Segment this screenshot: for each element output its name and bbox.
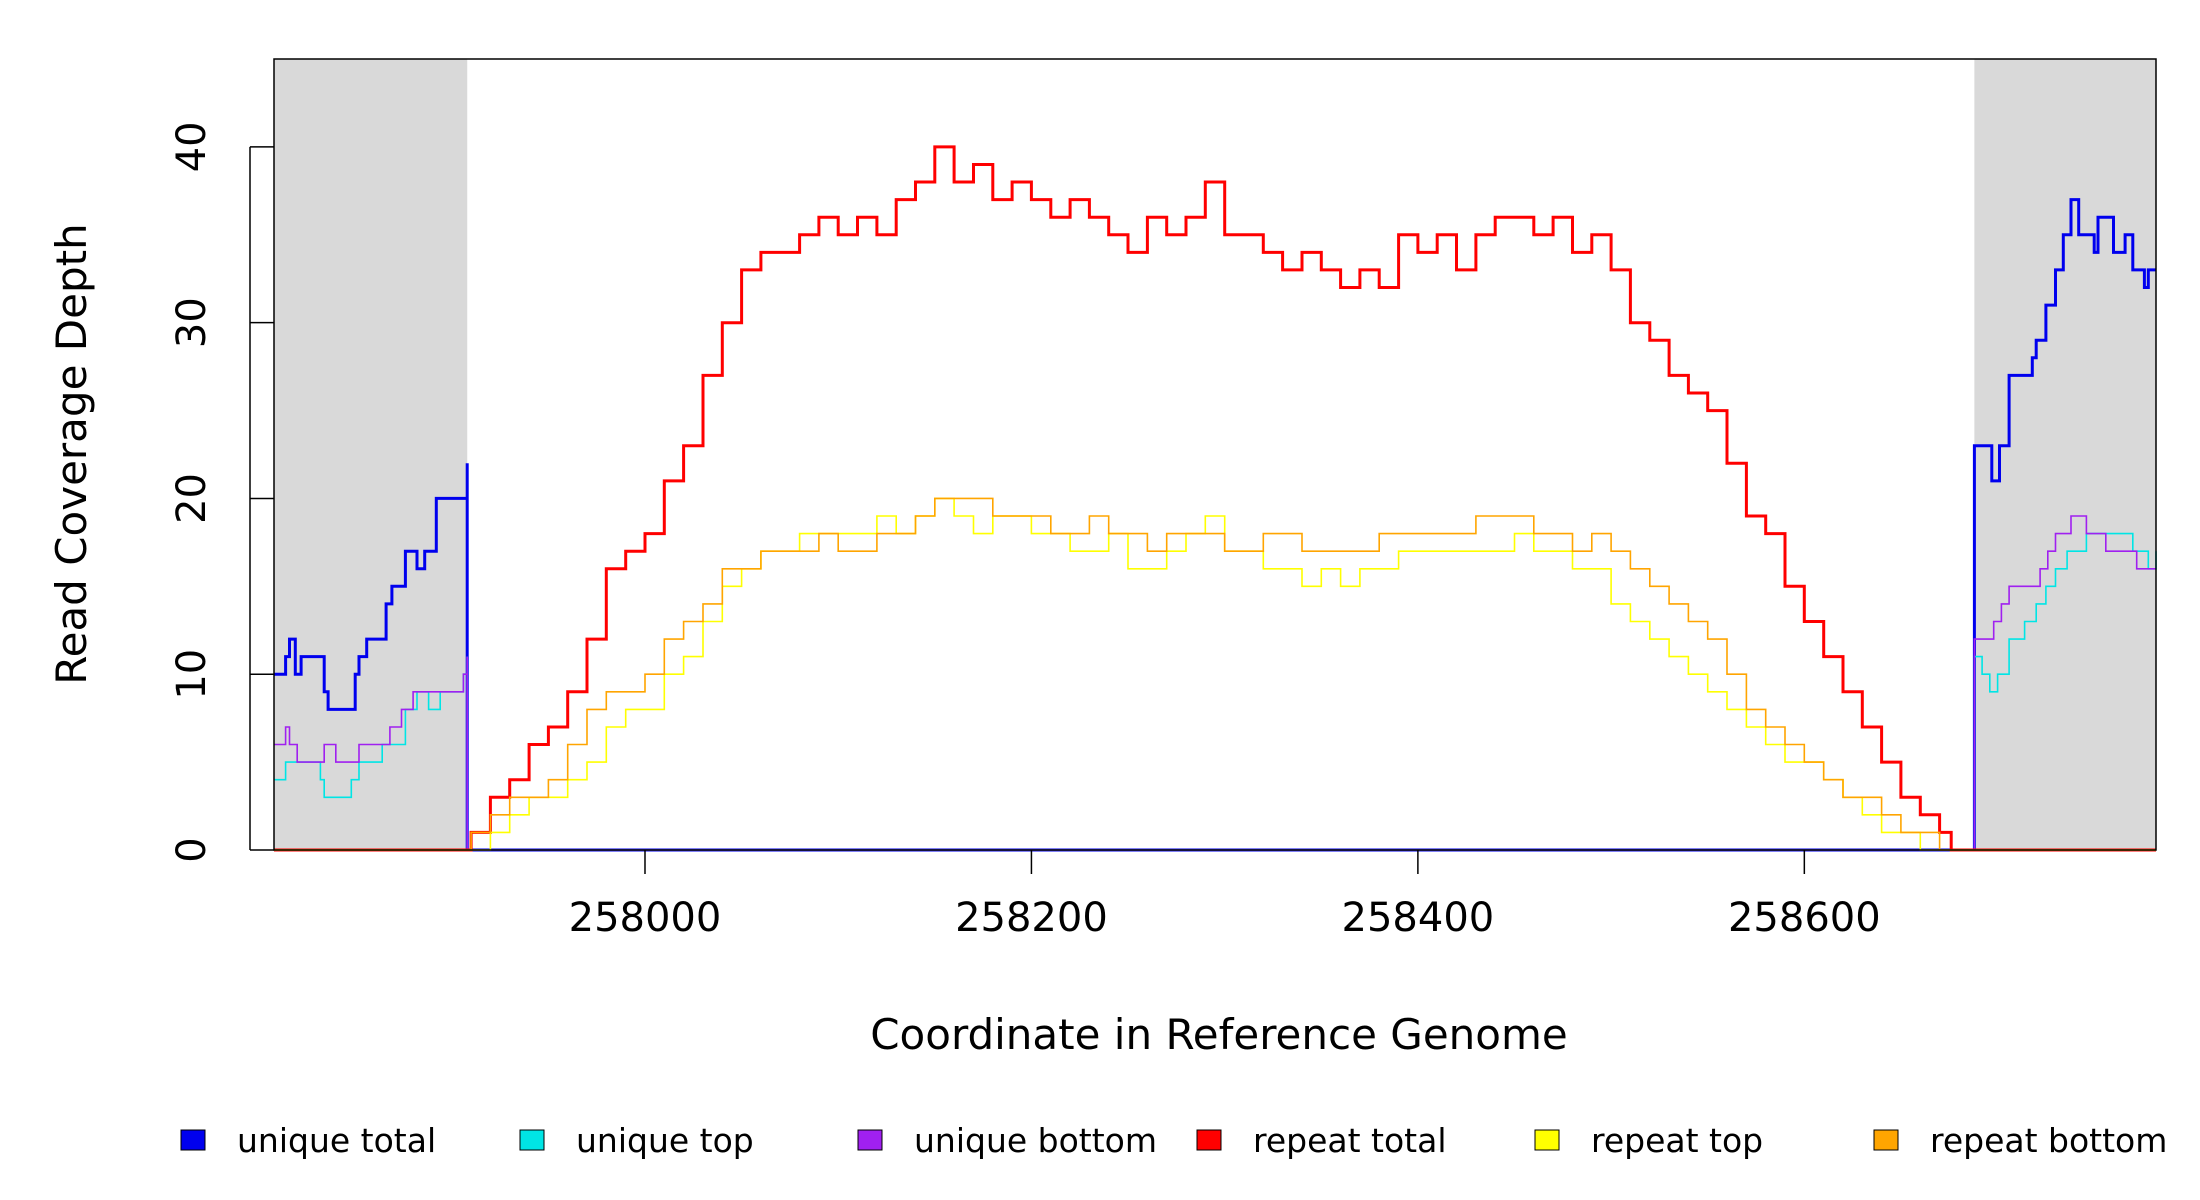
legend-swatch-repeat-bottom [1873,1129,1899,1151]
legend-swatch-repeat-top [1534,1129,1560,1151]
series-line-unique-total [274,198,2156,852]
legend-label-unique-top: unique top [576,1121,754,1160]
x-tick-label-258400: 258400 [1342,895,1495,941]
legend-label-unique-bottom: unique bottom [914,1121,1157,1160]
y-axis-label: Read Coverage Depth [47,223,96,684]
series-line-unique-bottom [274,515,2156,851]
legend-label-repeat-top: repeat top [1591,1121,1763,1160]
legend-label-repeat-total: repeat total [1253,1121,1447,1160]
legend-label-unique-total: unique total [237,1121,436,1160]
y-tick-label-10: 10 [169,649,215,700]
y-axis: 0 10 20 30 40 [169,121,274,863]
legend: unique total unique top unique bottom repea… [180,1121,2167,1160]
y-tick-label-20: 20 [169,473,215,524]
plot-frame [273,58,2157,851]
shaded-region-1 [274,59,468,850]
series-line-repeat-total [274,145,2156,852]
y-tick-label-40: 40 [169,121,215,172]
x-tick-label-258600: 258600 [1728,895,1881,941]
series-lines [274,145,2157,852]
legend-swatch-unique-top [519,1129,545,1151]
x-axis: 258000 258200 258400 258600 [569,850,1881,941]
shaded-regions [274,59,2156,850]
series-line-repeat-bottom [274,497,2156,851]
legend-label-repeat-bottom: repeat bottom [1930,1121,2167,1160]
x-tick-label-258200: 258200 [955,895,1108,941]
x-tick-label-258000: 258000 [569,895,722,941]
series-line-unique-top [274,532,2157,851]
x-axis-label: Coordinate in Reference Genome [870,1010,1568,1059]
y-tick-label-0: 0 [169,837,215,862]
y-tick-label-30: 30 [169,297,215,348]
legend-swatch-unique-bottom [857,1129,883,1151]
legend-swatch-repeat-total [1196,1129,1222,1151]
shaded-region-2 [1974,59,2156,850]
legend-swatch-unique-total [180,1129,206,1151]
